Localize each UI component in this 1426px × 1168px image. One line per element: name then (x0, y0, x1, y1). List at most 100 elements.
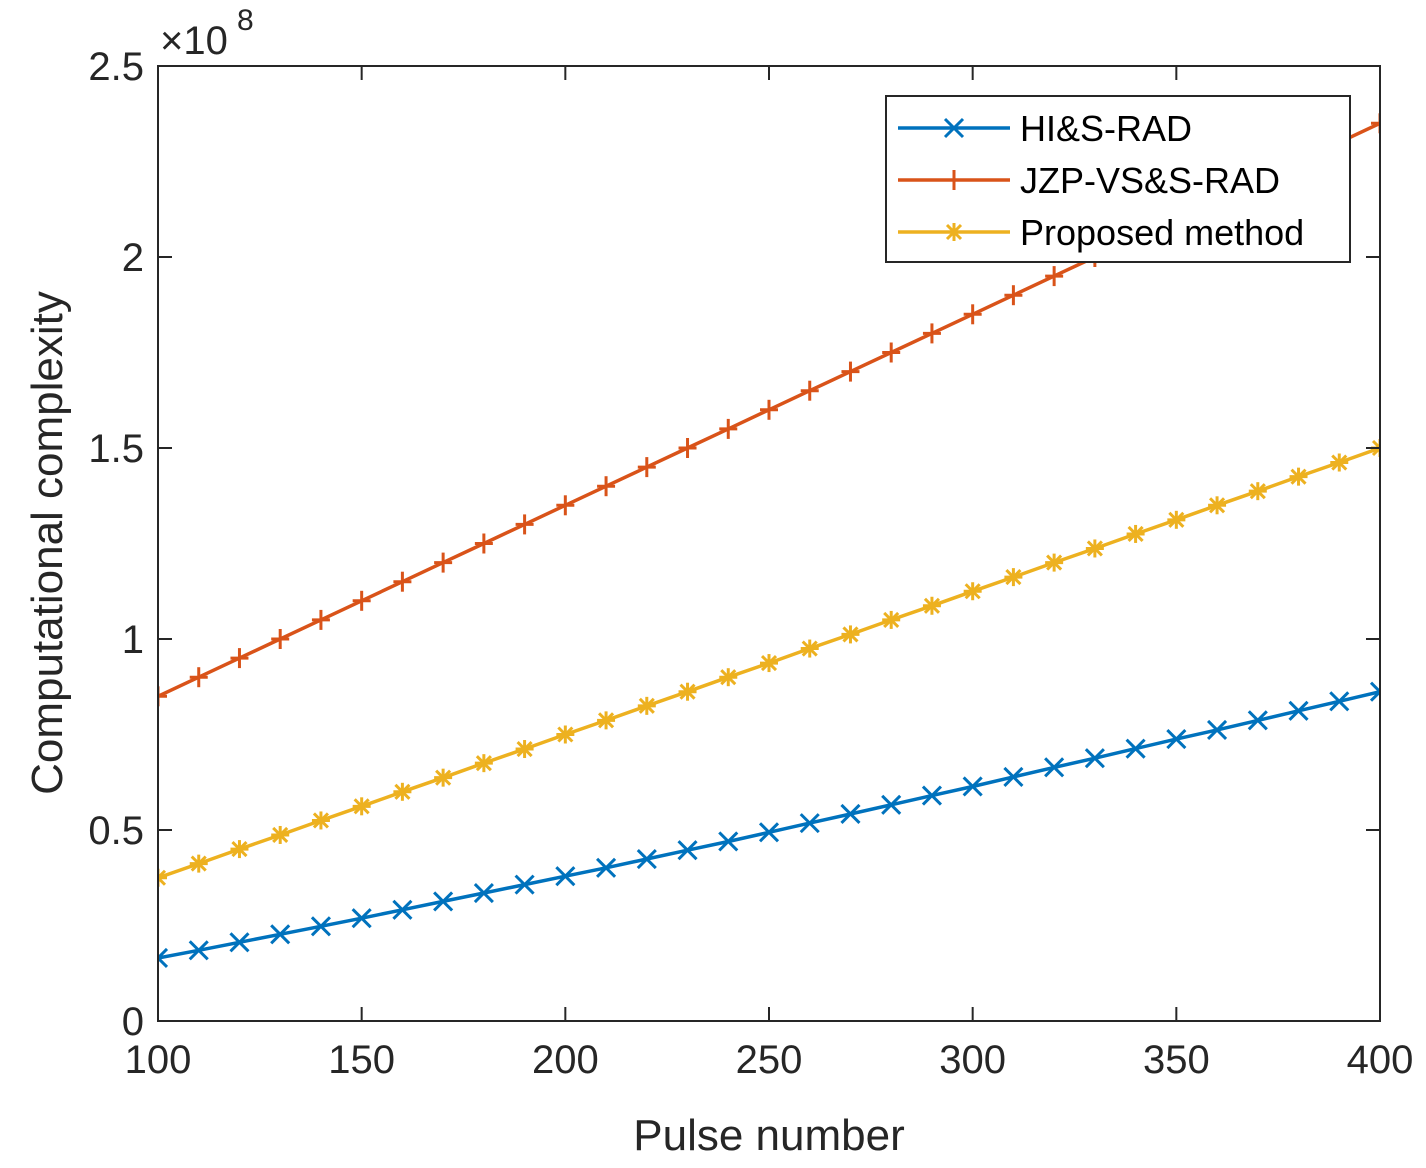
data-point (636, 848, 657, 870)
data-point (270, 924, 291, 945)
data-point (882, 342, 901, 363)
data-point (1247, 710, 1268, 731)
series-proposed-method (158, 439, 1380, 887)
data-point (921, 785, 942, 806)
data-point (271, 629, 290, 649)
data-point (841, 625, 860, 644)
x-axis-title: Pulse number (633, 1111, 904, 1160)
data-point (800, 639, 819, 658)
x-tick-label: 350 (1143, 1038, 1210, 1082)
legend-entry: Proposed method (898, 212, 1304, 253)
data-point (474, 754, 493, 773)
data-point (963, 582, 982, 601)
data-point (434, 768, 453, 787)
legend-label: HI&S-RAD (1020, 108, 1192, 149)
exponent-power: 8 (237, 4, 254, 37)
y-tick-label: 1.5 (88, 427, 144, 471)
data-point (1004, 568, 1023, 587)
data-point (922, 323, 941, 344)
data-point (637, 696, 656, 715)
data-point (1369, 681, 1380, 702)
data-point (1329, 691, 1350, 712)
exponent-label: ×10 8 (160, 4, 254, 63)
data-point (1126, 524, 1145, 543)
data-point (637, 457, 656, 478)
data-point (188, 940, 209, 961)
data-point (1288, 700, 1309, 721)
series-hi-s-rad (158, 681, 1380, 969)
data-point (597, 711, 616, 730)
data-point (514, 874, 535, 895)
data-point (596, 857, 617, 878)
data-point (800, 380, 819, 401)
data-point (311, 609, 330, 630)
data-point (1207, 719, 1228, 740)
legend-marker (945, 223, 963, 241)
data-point (799, 813, 820, 834)
y-tick-label: 2 (122, 236, 144, 280)
y-tick-label: 0.5 (88, 809, 144, 853)
data-point (719, 668, 738, 687)
y-tick-label: 1 (122, 618, 144, 662)
x-tick-label: 250 (736, 1038, 803, 1082)
data-point (1248, 482, 1267, 501)
data-point (597, 476, 616, 497)
data-point (881, 794, 902, 815)
data-point (963, 304, 982, 325)
data-point (230, 648, 249, 669)
data-point (1044, 757, 1065, 778)
data-point (1045, 266, 1064, 287)
data-point (311, 811, 330, 830)
data-point (962, 776, 983, 797)
data-point (922, 596, 941, 615)
y-tick-label: 0 (122, 1000, 144, 1044)
data-point (556, 495, 575, 516)
data-point (678, 438, 697, 458)
legend-label: JZP-VS&S-RAD (1020, 160, 1280, 201)
axes-layer: 100 150 200 250 300 350 400 0 0.5 1 1.5 2 2.5 (88, 45, 1413, 1082)
data-point (760, 399, 778, 420)
y-tick-label: 2.5 (88, 45, 144, 89)
exponent-multiplier: ×10 (160, 19, 228, 63)
legend: HI&S-RAD JZP-VS&S-RAD Proposed method (885, 95, 1351, 263)
x-tick-label: 100 (125, 1038, 192, 1082)
data-point (1125, 738, 1146, 759)
data-point (393, 782, 412, 801)
data-point (351, 908, 372, 929)
data-point (556, 725, 575, 744)
data-point (1084, 748, 1105, 769)
data-point (310, 916, 331, 937)
x-tick-label: 300 (939, 1038, 1006, 1082)
data-point (1004, 285, 1023, 306)
data-point (189, 854, 208, 873)
data-point (230, 840, 249, 859)
legend-marker (943, 117, 965, 139)
data-point (760, 654, 778, 673)
legend-label: Proposed method (1020, 212, 1304, 253)
data-point (1003, 766, 1024, 787)
data-point (758, 822, 780, 843)
x-tick-label: 200 (532, 1038, 599, 1082)
data-point (677, 840, 698, 861)
data-point (1371, 113, 1380, 134)
data-point (1289, 467, 1308, 486)
data-point (840, 803, 861, 825)
x-tick-label: 150 (328, 1038, 395, 1082)
y-axis-title: Computational complexity (23, 291, 72, 795)
data-point (189, 667, 208, 688)
data-point (1085, 539, 1104, 558)
data-point (158, 947, 169, 969)
data-point (158, 868, 167, 887)
data-point (473, 882, 494, 904)
data-point (229, 932, 250, 953)
data-point (515, 514, 534, 535)
data-point (678, 682, 697, 701)
data-point (1045, 553, 1064, 572)
data-point (515, 740, 534, 759)
data-point (352, 590, 371, 611)
x-tick-label: 400 (1347, 1038, 1414, 1082)
data-point (718, 831, 739, 852)
data-point (1330, 453, 1349, 472)
data-point (882, 610, 901, 629)
